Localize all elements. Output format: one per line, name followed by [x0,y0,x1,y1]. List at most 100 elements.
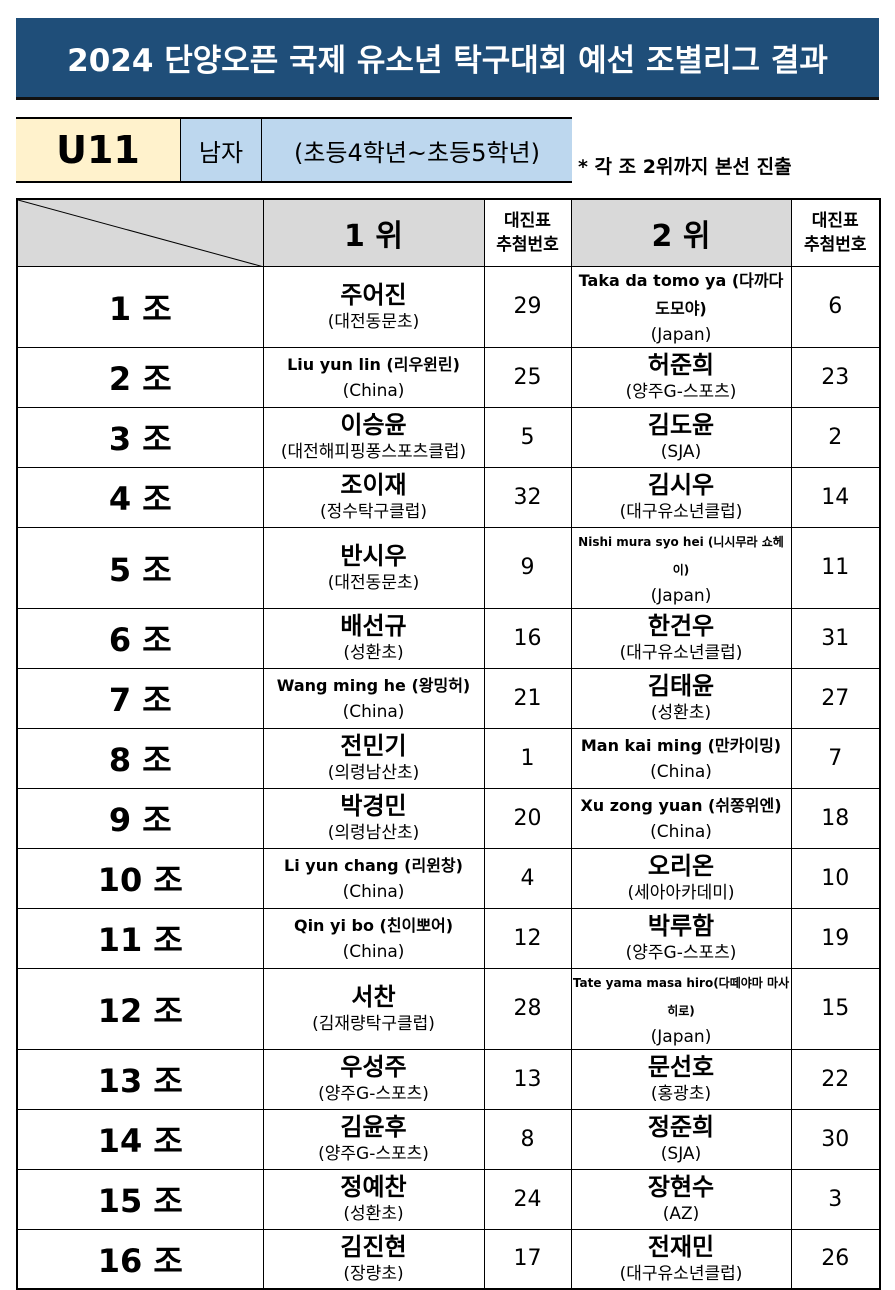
header-first-place: 1 위 [262,198,485,267]
header-draw-label2: 추첨번호 [803,234,867,255]
table-row: 6 조 배선규 (성환초) 16 한건우 (대구유소년클럽) 31 [16,607,881,669]
draw-number: 31 [790,607,881,669]
table-row: 13 조 우성주 (양주G-스포츠) 13 문선호 (홍광초) 22 [16,1048,881,1110]
draw-number: 23 [790,346,881,408]
results-table: 1 위 대진표 추첨번호 2 위 대진표 추첨번호 1 조 주어진 (대전동문초) 29 T… [16,198,881,1290]
player-name: 김시우 [647,471,715,499]
gender-label: 남자 [180,117,262,183]
p2-player-cell: Taka da tomo ya (다까다도모야) (Japan) [570,265,792,348]
p2-player-cell: Man kai ming (만카이밍) (China) [570,727,792,789]
p1-player-cell: Wang ming he (왕밍허) (China) [262,667,485,729]
player-club: (성환초) [343,1204,404,1224]
group-label: 4 조 [16,466,264,528]
header-draw-label: 대진표 [811,210,859,231]
draw-number: 1 [483,727,572,789]
player-club: (양주G-스포츠) [625,943,737,963]
draw-number: 2 [790,406,881,468]
draw-number: 8 [483,1108,572,1170]
draw-number: 25 [483,346,572,408]
p1-player-cell: 배선규 (성환초) [262,607,485,669]
group-label: 12 조 [16,967,264,1050]
player-club: (양주G-스포츠) [625,382,737,402]
group-label: 10 조 [16,847,264,909]
p1-player-cell: 김진현 (장량초) [262,1228,485,1290]
draw-number: 7 [790,727,881,789]
draw-number: 19 [790,907,881,969]
player-club: (양주G-스포츠) [318,1084,429,1104]
p2-player-cell: 장현수 (AZ) [570,1168,792,1230]
p1-player-cell: 이승윤 (대전해피핑퐁스포츠클럽) [262,406,485,468]
group-label: 3 조 [16,406,264,468]
draw-number: 32 [483,466,572,528]
player-club: (의령남산초) [327,763,420,783]
draw-number: 15 [790,967,881,1050]
player-name: 김도윤 [647,411,715,439]
header-draw-label2: 추첨번호 [496,234,559,255]
p1-player-cell: Li yun chang (리윈창) (China) [262,847,485,909]
group-label: 2 조 [16,346,264,408]
player-club: (성환초) [650,703,712,723]
player-name: 전민기 [340,732,407,760]
player-club: (China) [342,882,405,902]
player-name: Wang ming he (왕밍허) [276,676,471,695]
table-row: 12 조 서찬 (김재량탁구클럽) 28 Tate yama masa hiro(다떼야… [16,967,881,1050]
p1-player-cell: 우성주 (양주G-스포츠) [262,1048,485,1110]
player-name: 배선규 [340,612,407,640]
player-club: (김재량탁구클럽) [312,1013,435,1034]
p1-player-cell: 정예찬 (성환초) [262,1168,485,1230]
player-club: (China) [342,381,405,401]
player-name: 오리온 [647,852,715,880]
corner-cell [16,198,264,267]
player-name: Liu yun lin (리우윈린) [287,355,460,374]
table-row: 7 조 Wang ming he (왕밍허) (China) 21 김태윤 (성환초) 27 [16,667,881,729]
player-club: (대전동문초) [327,311,420,332]
player-name: 김태윤 [647,672,715,700]
draw-number: 12 [483,907,572,969]
player-club: (AZ) [662,1204,700,1224]
p1-player-cell: 박경민 (의령남산초) [262,787,485,849]
player-name: 박경민 [340,792,407,820]
player-name: Man kai ming (만카이밍) [580,736,782,755]
table-row: 8 조 전민기 (의령남산초) 1 Man kai ming (만카이밍) (China)… [16,727,881,789]
table-row: 14 조 김윤후 (양주G-스포츠) 8 정준희 (SJA) 30 [16,1108,881,1170]
player-name: 문선호 [647,1053,715,1081]
table-row: 16 조 김진현 (장량초) 17 전재민 (대구유소년클럽) 26 [16,1228,881,1290]
group-label: 7 조 [16,667,264,729]
header-draw-label: 대진표 [504,210,551,231]
player-name: 우성주 [340,1053,407,1081]
p2-player-cell: 박루함 (양주G-스포츠) [570,907,792,969]
table-row: 11 조 Qin yi bo (친이뽀어) (China) 12 박루함 (양주G-스포츠… [16,907,881,969]
p1-player-cell: 반시우 (대전동문초) [262,526,485,609]
player-club: (대전해피핑퐁스포츠클럽) [280,442,467,462]
draw-number: 5 [483,406,572,468]
table-row: 2 조 Liu yun lin (리우윈린) (China) 25 허준희 (양주G-스포… [16,346,881,408]
group-label: 5 조 [16,526,264,609]
player-name: 전재민 [647,1232,715,1261]
p2-player-cell: 허준희 (양주G-스포츠) [570,346,792,408]
player-name: Li yun chang (리윈창) [284,856,463,875]
p2-player-cell: 오리온 (세아아카데미) [570,847,792,909]
draw-number: 20 [483,787,572,849]
draw-number: 4 [483,847,572,909]
group-label: 6 조 [16,607,264,669]
player-name: 서찬 [351,982,396,1011]
p1-player-cell: 서찬 (김재량탁구클럽) [262,967,485,1050]
table-row: 9 조 박경민 (의령남산초) 20 Xu zong yuan (쉬쫑위엔) (China… [16,787,881,849]
draw-number: 10 [790,847,881,909]
p2-player-cell: 김태윤 (성환초) [570,667,792,729]
player-name: Tate yama masa hiro(다떼야마 마사히로) [572,975,790,1018]
player-name: 허준희 [647,351,715,379]
player-name: Xu zong yuan (쉬쫑위엔) [580,796,782,815]
player-club: (홍광초) [650,1084,712,1104]
player-club: (대전동문초) [327,572,420,593]
table-row: 10 조 Li yun chang (리윈창) (China) 4 오리온 (세아아카데미… [16,847,881,909]
p2-player-cell: Tate yama masa hiro(다떼야마 마사히로) (Japan) [570,967,792,1050]
player-club: (대구유소년클럽) [619,643,743,663]
player-club: (장량초) [343,1263,404,1284]
p1-player-cell: 조이재 (정수탁구클럽) [262,466,485,528]
group-label: 11 조 [16,907,264,969]
draw-number: 13 [483,1048,572,1110]
player-name: 정예찬 [340,1173,407,1201]
player-club: (대구유소년클럽) [619,502,743,522]
